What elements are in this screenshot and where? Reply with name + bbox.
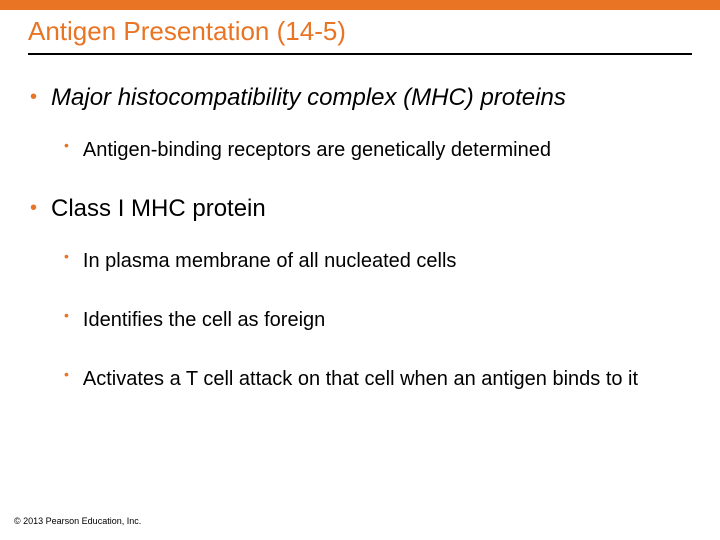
bullet-row: • Activates a T cell attack on that cell …: [64, 362, 690, 397]
content-area: • Major histocompatibility complex (MHC) …: [0, 55, 720, 397]
bullet-marker: •: [64, 138, 69, 152]
bullet-text: Identifies the cell as foreign: [83, 303, 325, 338]
bullet-marker: •: [30, 87, 37, 107]
bullet-list: • Major histocompatibility complex (MHC) …: [30, 83, 690, 397]
bullet-lvl2: • In plasma membrane of all nucleated cel…: [64, 244, 690, 279]
bullet-row: • Antigen-binding receptors are genetical…: [64, 133, 690, 168]
sub-bullet-list: • In plasma membrane of all nucleated cel…: [64, 244, 690, 397]
bullet-marker: •: [64, 367, 69, 381]
bullet-lvl1: • Major histocompatibility complex (MHC) …: [30, 83, 690, 168]
bullet-text: Major histocompatibility complex (MHC) p…: [51, 83, 566, 113]
bullet-row: • Identifies the cell as foreign: [64, 303, 690, 338]
bullet-text: In plasma membrane of all nucleated cell…: [83, 244, 457, 279]
top-accent-bar: [0, 0, 720, 10]
bullet-lvl2: • Identifies the cell as foreign: [64, 303, 690, 338]
title-area: Antigen Presentation (14-5): [0, 10, 720, 49]
bullet-row: • Major histocompatibility complex (MHC) …: [30, 83, 690, 113]
bullet-marker: •: [64, 249, 69, 263]
sub-bullet-list: • Antigen-binding receptors are genetical…: [64, 133, 690, 168]
slide: Antigen Presentation (14-5) • Major histo…: [0, 0, 720, 540]
bullet-marker: •: [30, 198, 37, 218]
bullet-lvl2: • Antigen-binding receptors are genetical…: [64, 133, 690, 168]
bullet-text: Antigen-binding receptors are geneticall…: [83, 133, 551, 168]
bullet-lvl2: • Activates a T cell attack on that cell …: [64, 362, 690, 397]
copyright-footer: © 2013 Pearson Education, Inc.: [14, 516, 141, 526]
bullet-row: • Class I MHC protein: [30, 194, 690, 224]
bullet-text: Activates a T cell attack on that cell w…: [83, 362, 638, 397]
slide-title: Antigen Presentation (14-5): [28, 16, 720, 47]
bullet-row: • In plasma membrane of all nucleated cel…: [64, 244, 690, 279]
bullet-lvl1: • Class I MHC protein • In plasma membrane …: [30, 194, 690, 397]
bullet-marker: •: [64, 308, 69, 322]
bullet-text: Class I MHC protein: [51, 194, 266, 224]
